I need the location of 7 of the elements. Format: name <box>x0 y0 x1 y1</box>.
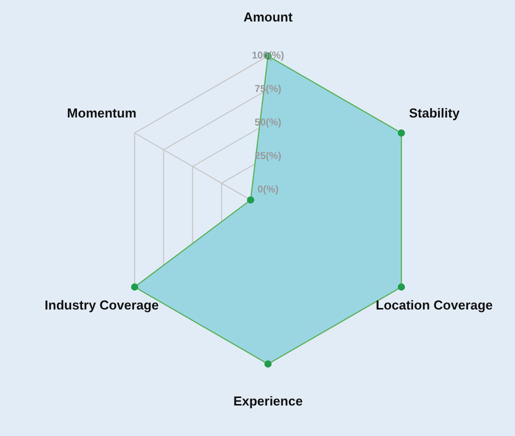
spoke-label: Experience <box>233 393 303 408</box>
spoke-label: Stability <box>408 105 460 120</box>
spoke-label: Momentum <box>67 105 136 120</box>
spoke-label: Industry Coverage <box>44 297 159 312</box>
spoke-label: Amount <box>243 9 294 24</box>
spoke-label: Location Coverage <box>376 297 493 312</box>
y-tick-label: 0(%) <box>257 184 279 196</box>
